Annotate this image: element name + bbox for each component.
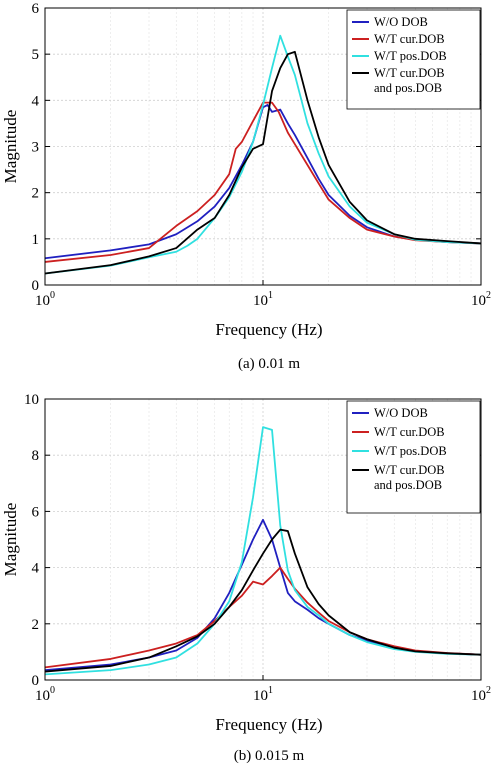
x-tick-label: 100: [35, 290, 55, 309]
legend: W/O DOB W/T cur.DOB W/T pos.DOB W/T cur.DOB…: [346, 400, 481, 514]
x-tick-label-exponent: 2: [486, 290, 491, 301]
x-axis-title: Frequency (Hz): [215, 320, 322, 339]
legend-label-1: W/O DOB: [374, 15, 428, 29]
y-tick-label: 6: [32, 504, 40, 520]
legend-label-4: W/T cur.DOB and pos.DOB: [374, 66, 445, 95]
y-tick-label: 4: [32, 93, 40, 109]
y-tick-label: 3: [32, 140, 40, 156]
x-tick-label-exponent: 2: [486, 685, 491, 696]
y-tick-label: 4: [32, 561, 40, 577]
series-line-4: [44, 528, 482, 673]
series-line-1: [44, 104, 482, 260]
legend-label-line: W/T pos.DOB: [374, 49, 447, 63]
legend-label-line: W/O DOB: [374, 15, 428, 29]
legend-label-line: W/T cur.DOB: [374, 66, 445, 80]
legend-label-2: W/T cur.DOB: [374, 425, 445, 439]
y-tick-label: 2: [32, 186, 40, 202]
legend-label-line: W/T cur.DOB: [374, 463, 445, 477]
x-tick-label-exponent: 1: [268, 290, 273, 301]
legend-label-3: W/T pos.DOB: [374, 444, 447, 458]
y-tick-label: 2: [32, 617, 40, 633]
x-tick-label-exponent: 0: [50, 685, 55, 696]
series-line-3: [44, 34, 482, 275]
legend-label-line: W/T cur.DOB: [374, 425, 445, 439]
series-line-4: [44, 50, 482, 275]
x-tick-label: 100: [35, 685, 55, 704]
grid: [45, 8, 481, 285]
series-line-2: [44, 101, 482, 263]
y-tick-label: 0: [32, 673, 40, 689]
x-tick-label: 101: [253, 685, 273, 704]
legend-label-4: W/T cur.DOB and pos.DOB: [374, 463, 445, 492]
x-tick-label-exponent: 1: [268, 685, 273, 696]
legend-label-line: and pos.DOB: [374, 478, 442, 492]
series-line-3: [44, 426, 482, 676]
x-tick-label: 101: [253, 290, 273, 309]
y-tick-label: 5: [32, 47, 40, 63]
x-axis-title: Frequency (Hz): [215, 715, 322, 734]
legend-label-line: W/O DOB: [374, 406, 428, 420]
legend-label-1: W/O DOB: [374, 406, 428, 420]
y-axis-title: Magnitude: [1, 503, 20, 577]
y-axis-title: Magnitude: [1, 110, 20, 184]
chart-caption: (a) 0.01 m: [238, 356, 300, 372]
y-tick-label: 8: [32, 448, 40, 464]
y-tick-label: 10: [24, 392, 39, 408]
legend-box: [346, 400, 481, 514]
legend-label-3: W/T pos.DOB: [374, 49, 447, 63]
x-tick-label: 102: [471, 685, 491, 704]
x-tick-label: 102: [471, 290, 491, 309]
legend-label-line: W/T pos.DOB: [374, 444, 447, 458]
y-tick-label: 6: [32, 1, 40, 17]
legend-label-line: W/T cur.DOB: [374, 32, 445, 46]
legend-box: [346, 9, 481, 110]
chart-caption: (b) 0.015 m: [234, 748, 305, 764]
y-tick-label: 0: [32, 278, 40, 294]
legend-label-line: and pos.DOB: [374, 81, 442, 95]
x-tick-label-exponent: 0: [50, 290, 55, 301]
legend: W/O DOB W/T cur.DOB W/T pos.DOB W/T cur.DOB…: [346, 9, 481, 110]
legend-label-2: W/T cur.DOB: [374, 32, 445, 46]
y-tick-label: 1: [32, 232, 40, 248]
